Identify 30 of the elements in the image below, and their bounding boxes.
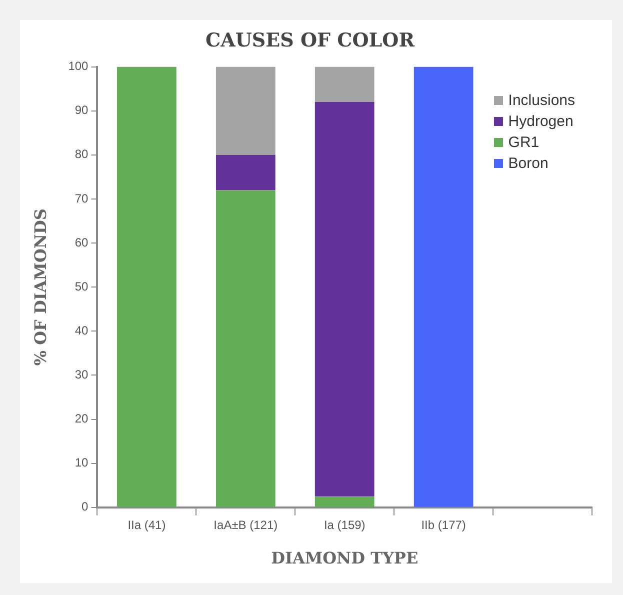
y-tick-label: 20 — [74, 412, 89, 426]
legend-label: Hydrogen — [508, 112, 574, 132]
bar — [117, 66, 176, 507]
bar — [314, 66, 374, 102]
chart-title: CAUSES OF COLOR — [206, 29, 415, 52]
y-tick-label: 30 — [74, 368, 89, 382]
y-tick-label: 60 — [74, 235, 89, 250]
bar — [314, 496, 374, 507]
y-tick-label: 0 — [82, 500, 89, 514]
y-tick-label: 80 — [74, 147, 89, 162]
bar — [216, 154, 276, 190]
y-axis-title: % OF DIAMONDS — [30, 208, 50, 366]
y-tick-label: 70 — [74, 191, 89, 206]
legend-label: Boron — [508, 154, 548, 174]
bar — [216, 190, 276, 507]
y-tick-label: 90 — [74, 103, 89, 118]
x-tick-label: Ia (159) — [324, 518, 366, 532]
y-tick-label: 40 — [74, 323, 89, 338]
x-tick-label: IaA±B (121) — [214, 518, 278, 532]
x-axis-title: DIAMOND TYPE — [271, 548, 418, 568]
bar — [314, 102, 374, 496]
x-tick-label: IIb (177) — [421, 518, 466, 532]
y-tick-label: 100 — [68, 59, 89, 74]
y-tick-label: 10 — [74, 456, 89, 470]
legend-label: GR1 — [508, 133, 540, 153]
bar — [216, 66, 276, 155]
y-tick-label: 50 — [74, 279, 89, 294]
x-tick-label: IIa (41) — [128, 518, 166, 532]
legend-label: Inclusions — [508, 91, 575, 111]
bar — [414, 66, 474, 507]
